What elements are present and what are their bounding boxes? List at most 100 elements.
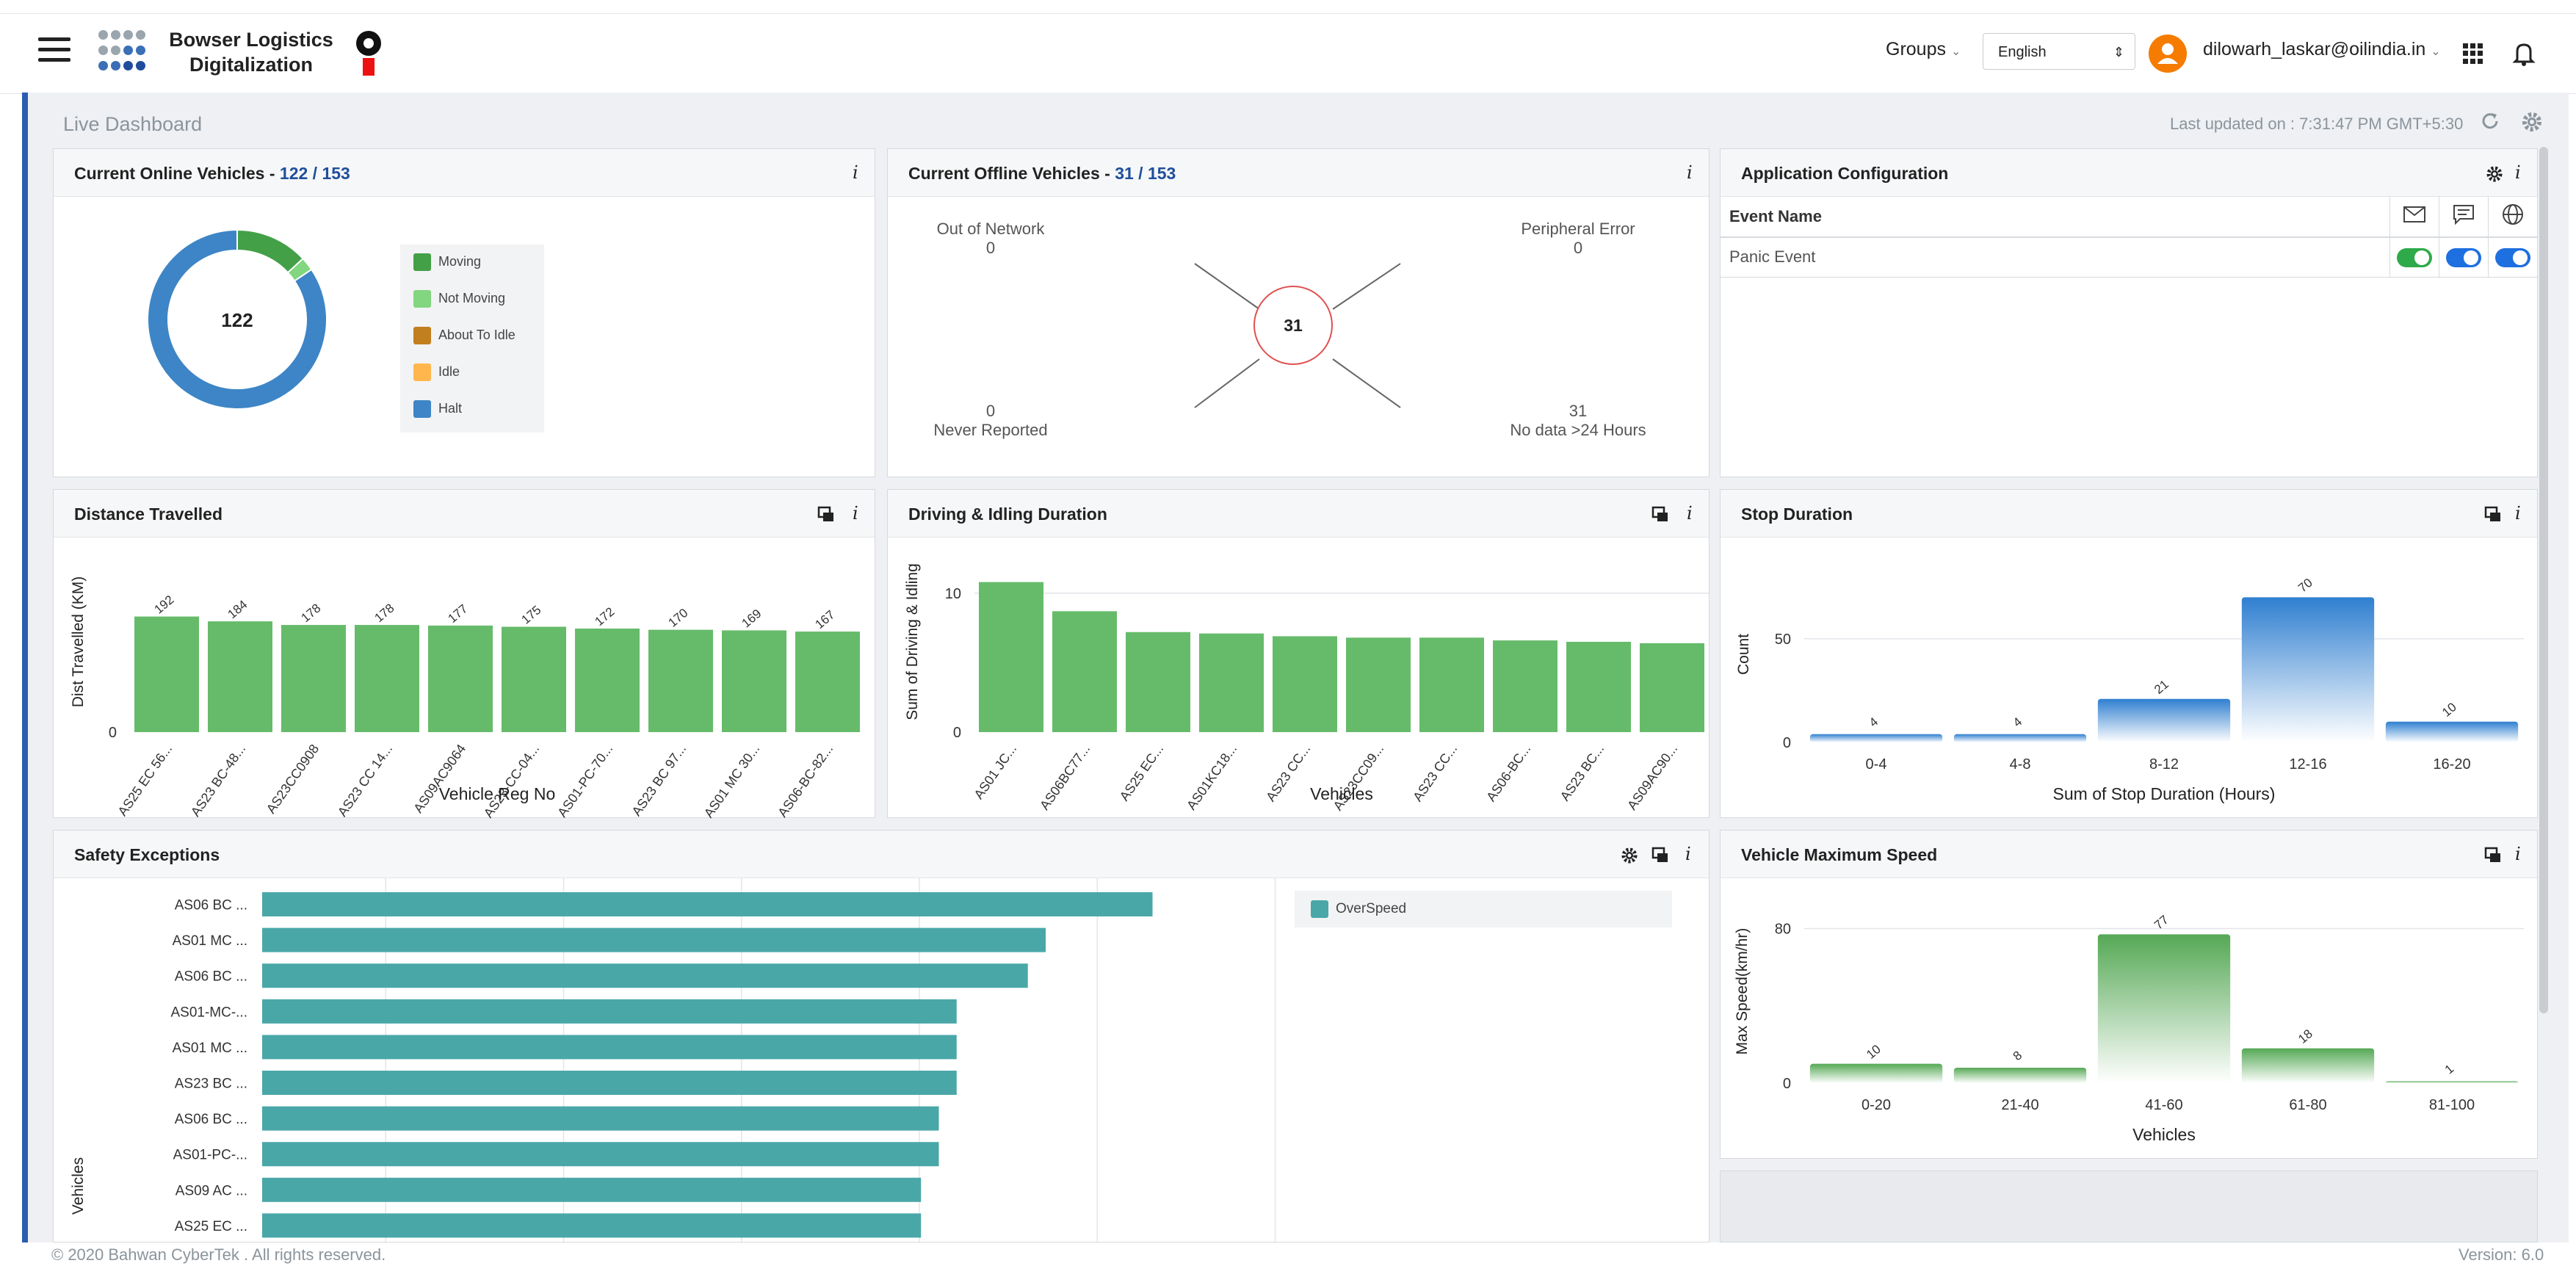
config-settings-gear-icon[interactable]	[2486, 165, 2503, 183]
online-vehicles-header: Current Online Vehicles - 122 / 153 i	[54, 149, 875, 197]
safety-header: Safety Exceptions i	[54, 831, 1709, 878]
info-icon[interactable]: i	[853, 503, 858, 524]
legend-halt[interactable]: Halt	[413, 400, 462, 418]
bar	[262, 927, 1046, 952]
peripheral-error-stat[interactable]: Peripheral Error 0	[1521, 220, 1635, 257]
bar	[2385, 1081, 2519, 1083]
app-config-panel: Application Configuration i Event Name P…	[1720, 148, 2538, 477]
safety-exceptions-panel: Safety Exceptions i AS06 BC ... AS01 MC .…	[53, 830, 1710, 1243]
stop-chart: 0 50 4 0-4 4 4-8 21 8-12 70 12-16 10 16-20 Sum of St…	[1735, 576, 2524, 803]
export-icon[interactable]	[817, 506, 835, 524]
x-tick-label: 41-60	[2145, 1097, 2182, 1113]
hamburger-menu-icon[interactable]	[38, 37, 70, 64]
info-icon[interactable]: i	[1685, 844, 1691, 864]
legend-not-moving[interactable]: Not Moving	[413, 290, 505, 308]
bar	[648, 629, 713, 732]
info-icon[interactable]: i	[1687, 162, 1693, 183]
company-logo	[356, 31, 381, 76]
user-avatar-icon[interactable]	[2149, 35, 2187, 73]
brand-title: Bowser Logistics Digitalization	[169, 29, 333, 76]
data-label: 192	[151, 593, 176, 617]
dashboard-settings-gear-icon[interactable]	[2520, 110, 2544, 134]
legend-swatch	[1311, 900, 1328, 918]
y-tick-label: AS01 MC ...	[173, 933, 247, 949]
never-reported-stat[interactable]: 0 Never Reported	[933, 402, 1048, 439]
x-tick-label: AS06-BC-82...	[775, 742, 836, 819]
stop-header: Stop Duration i	[1721, 490, 2537, 538]
refresh-icon[interactable]	[2479, 110, 2501, 132]
bar	[1953, 1067, 2087, 1083]
no-data-stat[interactable]: 31 No data >24 Hours	[1510, 402, 1646, 439]
y-tick-label: AS06 BC ...	[175, 1112, 247, 1127]
language-select[interactable]: English ⇕	[1983, 33, 2135, 70]
sms-toggle[interactable]	[2446, 247, 2481, 267]
bar	[262, 1142, 939, 1167]
bar	[979, 582, 1043, 732]
groups-dropdown[interactable]: Groups ⌄	[1886, 39, 1961, 59]
donut-center-value: 122	[221, 309, 253, 331]
dashboard-scrollbar[interactable]	[2539, 147, 2548, 1013]
bar	[795, 632, 860, 732]
apps-grid-icon[interactable]	[2463, 43, 2483, 64]
out-of-network-stat[interactable]: Out of Network 0	[936, 220, 1045, 257]
event-name-cell: Panic Event	[1729, 247, 1816, 267]
x-tick-label: AS23 BC-48...	[188, 742, 248, 819]
web-toggle[interactable]	[2495, 247, 2530, 267]
info-icon[interactable]: i	[2515, 844, 2521, 864]
y-tick-label: 0	[953, 725, 961, 741]
y-tick-label: 0	[1783, 735, 1791, 751]
bar	[722, 630, 786, 732]
distance-travelled-panel: Distance Travelled i 0 192 AS25 EC 56... 18…	[53, 489, 875, 819]
export-icon[interactable]	[1651, 506, 1669, 524]
user-menu[interactable]: dilowarh_laskar@oilindia.in ⌄	[2203, 39, 2441, 59]
donut-slice-not-moving	[286, 257, 313, 282]
donut-slice-moving	[236, 228, 304, 274]
x-axis-label: Vehicles	[2132, 1125, 2196, 1144]
panel-title: Driving & Idling Duration	[908, 504, 1107, 524]
legend-about-to-idle[interactable]: About To Idle	[413, 327, 515, 344]
export-icon[interactable]	[1651, 847, 1669, 864]
info-icon[interactable]: i	[2515, 503, 2521, 524]
bar	[262, 1106, 939, 1131]
bar	[2385, 721, 2519, 742]
x-tick-label: 81-100	[2429, 1097, 2475, 1113]
sms-icon	[2439, 196, 2489, 237]
last-updated-text: Last updated on : 7:31:47 PM GMT+5:30	[2170, 115, 2464, 133]
safety-legend[interactable]: OverSpeed	[1295, 891, 1672, 927]
export-icon[interactable]	[2484, 506, 2502, 524]
bar	[262, 1071, 957, 1095]
x-tick-label: AS23 CC 14...	[335, 742, 395, 819]
legend-idle[interactable]: Idle	[413, 363, 460, 381]
x-axis-label: Vehicles	[1310, 784, 1373, 803]
y-axis-label: Count	[1735, 634, 1752, 675]
y-tick-label: AS06 BC ...	[175, 898, 247, 914]
bar	[262, 963, 1028, 988]
info-icon[interactable]: i	[853, 162, 858, 183]
offline-cross-lines	[1194, 263, 1401, 408]
data-label: 178	[298, 601, 323, 625]
notification-bell-icon[interactable]	[2511, 40, 2536, 67]
safety-settings-gear-icon[interactable]	[1621, 847, 1638, 864]
data-label: 177	[445, 601, 470, 626]
x-tick-label: AS25 EC 56...	[115, 742, 175, 819]
config-table: Event Name Panic Event	[1721, 196, 2537, 278]
email-toggle[interactable]	[2397, 247, 2432, 267]
data-label: 8	[2011, 1048, 2025, 1063]
globe-icon	[2488, 196, 2537, 237]
export-icon[interactable]	[2484, 847, 2502, 864]
y-tick-label: AS06 BC ...	[175, 969, 247, 985]
info-icon[interactable]: i	[2515, 162, 2521, 183]
page-title: Live Dashboard	[63, 113, 203, 135]
driving-chart: 0 10 AS01 JC... AS06BC77... AS25 EC... AS01KC…	[904, 563, 1709, 813]
driving-header: Driving & Idling Duration i	[888, 490, 1709, 538]
data-label: 169	[739, 607, 764, 631]
legend-moving[interactable]: Moving	[413, 253, 481, 271]
bar	[1493, 640, 1557, 732]
distance-chart: 0 192 AS25 EC 56... 184 AS23 BC-48... 178 AS23…	[70, 576, 860, 819]
bar	[262, 1035, 957, 1060]
info-icon[interactable]: i	[1687, 503, 1693, 524]
bar	[575, 628, 640, 732]
online-count: 122 / 153	[279, 164, 350, 183]
x-tick-label: AS23 CC...	[1263, 742, 1313, 804]
bar	[281, 625, 346, 732]
